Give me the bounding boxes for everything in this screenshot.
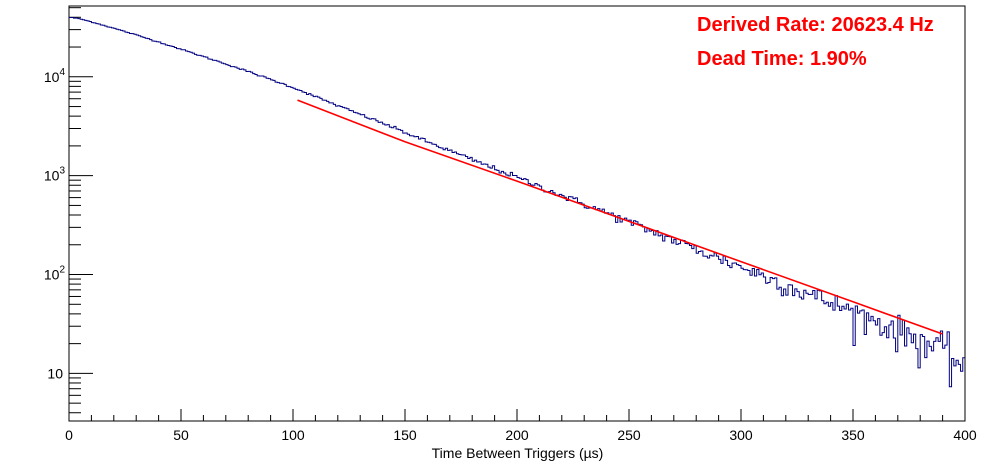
x-tick-label: 100 [281,427,305,443]
histogram-series [69,17,965,388]
x-tick-label: 350 [841,427,865,443]
x-tick-label: 50 [173,427,189,443]
y-tick-label-exponent: 4 [59,67,65,78]
x-tick-label: 0 [65,427,73,443]
fit-curve [297,99,943,335]
y-tick-label: 10 [47,365,63,381]
x-tick-label: 400 [953,427,977,443]
y-tick-label: 102 [44,265,66,283]
x-tick-label: 150 [393,427,417,443]
x-axis-title: Time Between Triggers (µs) [431,445,604,461]
dead-time-annotation: Dead Time: 1.90% [697,48,867,70]
y-tick-label: 103 [44,166,66,184]
y-tick-label-exponent: 3 [59,166,65,177]
x-axis: 0 50 100 150 200 250 300 350 400 [65,409,977,443]
y-tick-label: 104 [44,67,66,85]
y-tick-label-base: 10 [44,69,60,85]
y-tick-label-base: 10 [47,365,63,381]
y-tick-label-exponent: 2 [59,265,65,276]
y-tick-label-base: 10 [44,168,60,184]
y-tick-label-base: 10 [44,267,60,283]
x-tick-label: 300 [729,427,753,443]
x-tick-label: 250 [617,427,641,443]
derived-rate-annotation: Derived Rate: 20623.4 Hz [697,14,934,36]
x-tick-label: 200 [505,427,529,443]
